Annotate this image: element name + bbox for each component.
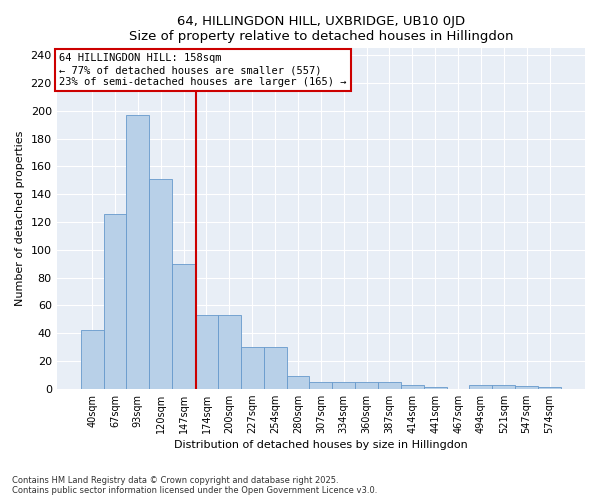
Bar — [493, 384, 515, 388]
Bar — [263, 347, 287, 389]
Bar — [515, 386, 538, 388]
Text: Contains HM Land Registry data © Crown copyright and database right 2025.
Contai: Contains HM Land Registry data © Crown c… — [12, 476, 377, 495]
Bar — [287, 376, 310, 388]
Bar — [469, 384, 493, 388]
Bar — [332, 382, 355, 388]
Bar — [218, 315, 241, 388]
Bar — [195, 315, 218, 388]
Bar — [401, 384, 424, 388]
Bar — [355, 382, 378, 388]
Bar — [104, 214, 127, 388]
Bar — [149, 179, 172, 388]
Bar — [378, 382, 401, 388]
Bar — [310, 382, 332, 388]
Title: 64, HILLINGDON HILL, UXBRIDGE, UB10 0JD
Size of property relative to detached ho: 64, HILLINGDON HILL, UXBRIDGE, UB10 0JD … — [128, 15, 513, 43]
Bar — [172, 264, 195, 388]
X-axis label: Distribution of detached houses by size in Hillingdon: Distribution of detached houses by size … — [174, 440, 468, 450]
Bar — [241, 347, 263, 389]
Y-axis label: Number of detached properties: Number of detached properties — [15, 131, 25, 306]
Bar — [127, 115, 149, 388]
Bar — [80, 330, 104, 388]
Text: 64 HILLINGDON HILL: 158sqm
← 77% of detached houses are smaller (557)
23% of sem: 64 HILLINGDON HILL: 158sqm ← 77% of deta… — [59, 54, 347, 86]
